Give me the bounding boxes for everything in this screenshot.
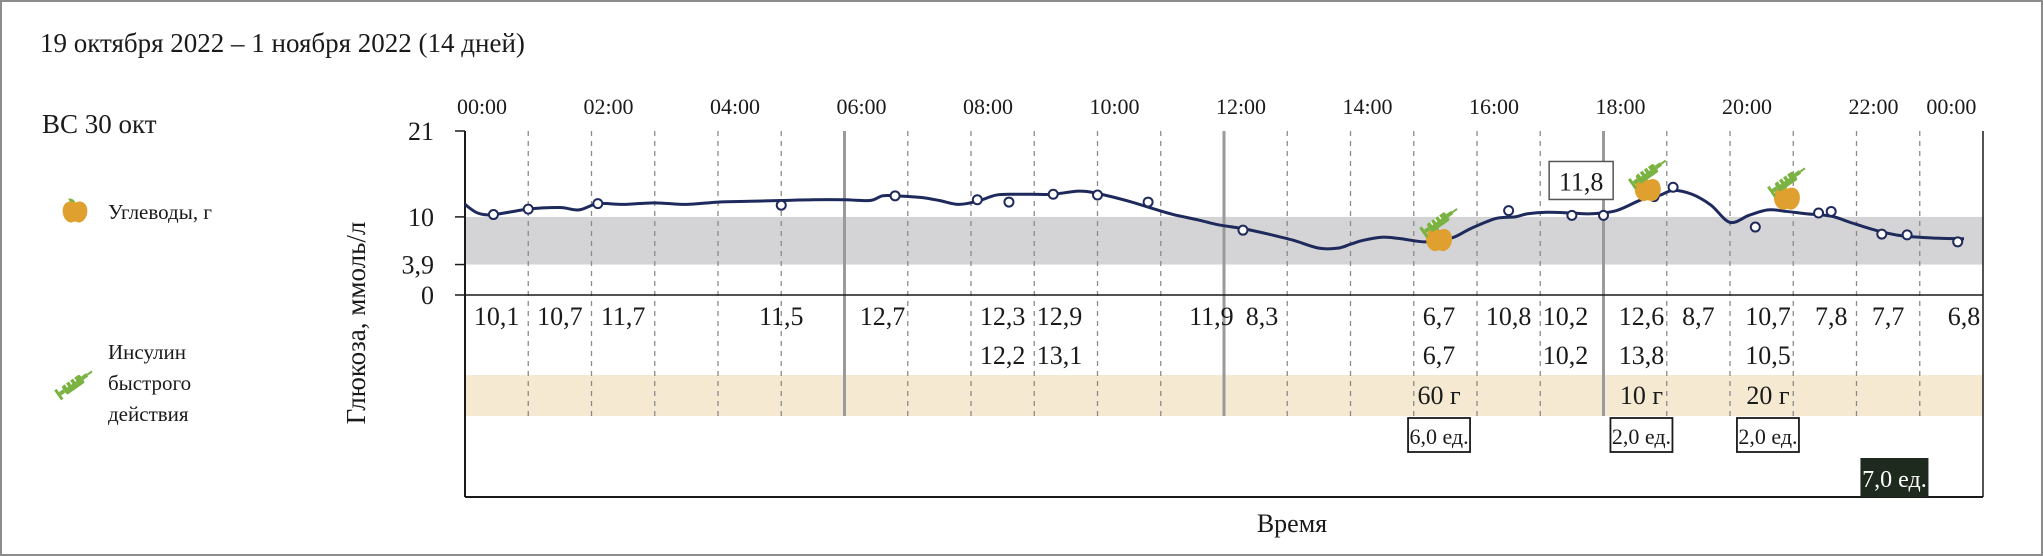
glucose-reading-point [889,190,901,202]
bolus-dose: 2,0 ед. [1738,424,1797,449]
x-tick-label: 02:00 [583,94,633,119]
y-tick-label: 3,9 [402,251,435,280]
bolus-box [1736,417,1800,453]
glucose-reading-point [775,199,787,211]
apple-icon [62,198,88,223]
glucose-reading-point [1952,236,1964,248]
reading-row2-value: 12,2 [980,341,1026,370]
x-tick-label: 14:00 [1342,94,1392,119]
x-tick-label: 22:00 [1848,94,1898,119]
y-tick-label: 21 [408,117,434,146]
x-tick-label: 16:00 [1469,94,1519,119]
glucose-reading-point [1047,188,1059,200]
bolus-dose: 2,0 ед. [1612,424,1671,449]
glucose-reading-point [1825,205,1837,217]
reading-row1-value: 12,9 [1037,302,1083,331]
y-axis-label: Глюкоза, ммоль/л [341,222,371,425]
reading-row1-value: 12,7 [860,302,906,331]
bolus-dose: 6,0 ед. [1409,424,1468,449]
x-tick-label: 18:00 [1595,94,1645,119]
reading-row1-value: 10,7 [1745,302,1791,331]
reading-rows: 10,1 10,7 11,7 11,5 12,7 12,3 12,9 11,9 8,3 6,7 10… [474,302,1980,497]
reading-row1-value: 10,8 [1486,302,1532,331]
x-tick-label: 08:00 [963,94,1013,119]
legend: Углеводы, г Инсулин быстрого действия [53,198,212,426]
reading-row1-value: 8,7 [1682,302,1715,331]
legend-insulin-line2: быстрого [108,371,191,395]
y-tick-label: 0 [421,281,434,310]
glucose-reading-point [1813,207,1825,219]
reading-row1-value: 10,1 [474,302,520,331]
glucose-reading-point [1901,229,1913,241]
x-tick-label: 10:00 [1089,94,1139,119]
carb-amount: 10 г [1620,381,1663,410]
glucose-reading-point [1003,196,1015,208]
reading-row2-value: 10,5 [1745,341,1791,370]
x-tick-label: 00:00 [457,94,507,119]
basal-dose: 7,0 ед. [1862,467,1927,493]
glucose-reading-point [1237,224,1249,236]
glucose-reading-point [1598,209,1609,221]
reading-row1-value: 7,7 [1872,302,1905,331]
reading-row2-value: 13,1 [1037,341,1083,370]
legend-insulin-line1: Инсулин [108,340,186,364]
bolus-box [1609,417,1674,453]
basal-box [1860,458,1929,497]
glucose-reading-point [1142,196,1154,208]
x-tick-label: 20:00 [1722,94,1772,119]
y-tick-label: 10 [408,203,434,232]
reading-row1-value: 8,3 [1246,302,1279,331]
glucose-reading-point [487,209,499,221]
glucose-reading-point [1503,205,1515,217]
x-tick-label: 06:00 [836,94,886,119]
glucose-reading-point [1667,181,1679,193]
glucose-reading-point [1749,221,1761,233]
annotation-label: 11,8 [1559,167,1604,196]
reading-row1-value: 11,9 [1189,302,1234,331]
glucose-reading-point [971,194,983,206]
syringe-icon [53,365,97,402]
reading-row1-value: 10,7 [537,302,583,331]
axes [455,130,1984,498]
day-label: ВС 30 окт [42,109,157,139]
x-tick-labels: 00:00 02:00 04:00 06:00 08:00 10:00 12:00 14:00… [457,94,1977,119]
glucose-reading-point [1876,228,1888,240]
glucose-reading-point [1566,209,1578,221]
reading-row1-value: 12,6 [1619,302,1665,331]
reading-row2-value: 13,8 [1619,341,1665,370]
legend-insulin-line3: действия [108,402,189,426]
reading-row1-value: 11,7 [601,302,646,331]
x-tick-label: 12:00 [1216,94,1266,119]
reading-row1-value: 10,2 [1543,302,1589,331]
glucose-reading-point [522,203,534,215]
annotation: 11,8 [1548,160,1614,201]
reading-row2-value: 6,7 [1423,341,1456,370]
x-tick-label: 04:00 [710,94,760,119]
legend-carbs-label: Углеводы, г [108,200,212,224]
reading-row2-value: 10,2 [1543,341,1589,370]
glucose-reading-point [592,198,604,210]
reading-row1-value: 6,7 [1423,302,1456,331]
x-axis-label: Время [1257,509,1327,538]
legend-insulin: Инсулин быстрого действия [53,340,191,426]
reading-row1-value: 6,8 [1948,302,1981,331]
glucose-series [464,188,1965,251]
grid-lines [527,131,1921,416]
x-tick-label: 00:00 [1926,94,1976,119]
reading-row1-value: 11,5 [759,302,804,331]
carb-amount: 60 г [1417,381,1460,410]
annotation-box [1548,160,1614,201]
reading-row1-value: 7,8 [1815,302,1848,331]
date-range-title: 19 октября 2022 – 1 ноября 2022 (14 дней… [40,28,525,58]
y-tick-labels: 03,9 10 21 [402,117,435,310]
legend-carbs: Углеводы, г [62,198,212,224]
carb-amount: 20 г [1746,381,1789,410]
glucose-reading-point [1092,189,1103,201]
bolus-box [1407,417,1471,453]
reading-row1-value: 12,3 [980,302,1026,331]
glucose-line [464,188,1965,251]
